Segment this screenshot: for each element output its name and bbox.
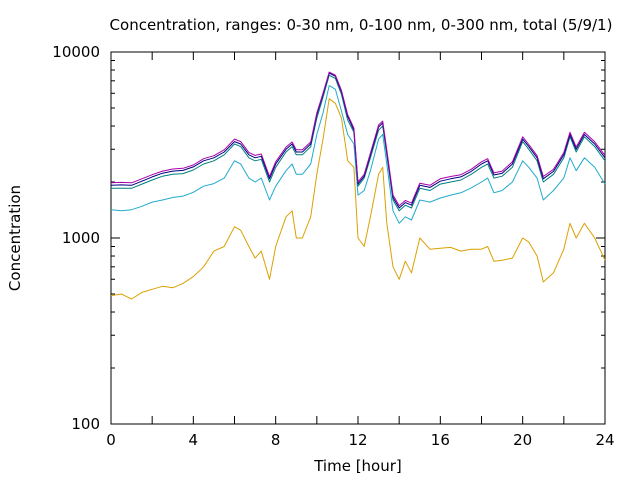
series-line-1 xyxy=(110,98,606,300)
chart-title: Concentration, ranges: 0-30 nm, 0-100 nm… xyxy=(110,16,613,34)
y-tick-labels: 100 1000 10000 xyxy=(52,43,100,433)
x-tick-label: 16 xyxy=(431,431,450,449)
x-tick-label: 4 xyxy=(189,431,199,449)
x-tick-label: 20 xyxy=(513,431,532,449)
y-tick-label: 1000 xyxy=(62,229,100,247)
x-tick-label: 8 xyxy=(271,431,281,449)
series-line-5 xyxy=(110,71,606,207)
x-tick-label: 0 xyxy=(106,431,116,449)
x-tick-label: 24 xyxy=(595,431,614,449)
y-tick-label: 100 xyxy=(71,415,100,433)
axis-ticks xyxy=(110,52,606,425)
x-tick-labels: 0 4 8 12 16 20 24 xyxy=(106,431,614,449)
x-axis-label: Time [hour] xyxy=(313,457,402,475)
series-group xyxy=(110,71,606,300)
series-line-2 xyxy=(110,85,606,224)
series-line-3 xyxy=(111,74,606,212)
series-line-4 xyxy=(110,72,606,209)
x-tick-label: 12 xyxy=(348,431,367,449)
y-tick-label: 10000 xyxy=(52,43,100,61)
y-axis-label: Concentration xyxy=(6,185,24,291)
